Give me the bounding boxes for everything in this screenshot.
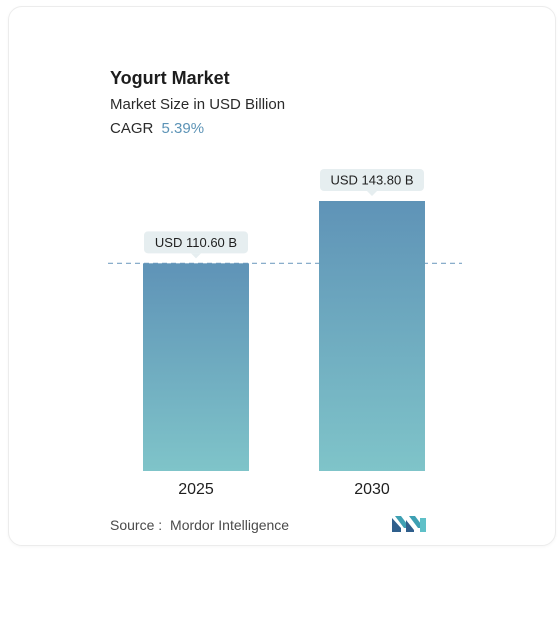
cagr-value: 5.39% <box>161 120 205 137</box>
svg-text:USD 143.80 B: USD 143.80 B <box>330 173 413 188</box>
x-tick-label-2030: 2030 <box>354 481 390 498</box>
svg-text:USD 110.60 B: USD 110.60 B <box>155 235 237 250</box>
chart-card <box>8 6 556 546</box>
source-label: Source : <box>110 517 163 533</box>
source-value: Mordor Intelligence <box>170 517 290 533</box>
data-label-2030: USD 143.80 B <box>320 169 424 196</box>
bar-2030 <box>319 201 425 471</box>
mordor-intelligence-logo-icon <box>392 516 426 532</box>
data-label-2025: USD 110.60 B <box>144 231 248 259</box>
x-tick-label-2025: 2025 <box>178 481 214 498</box>
source-note: Source : Mordor Intelligence <box>110 517 289 533</box>
cagr-label: CAGR <box>110 120 154 137</box>
cagr-line: CAGR 5.39% <box>110 120 204 137</box>
chart-subtitle: Market Size in USD Billion <box>110 96 286 113</box>
chart-title: Yogurt Market <box>110 68 230 88</box>
bar-2025 <box>143 263 249 471</box>
